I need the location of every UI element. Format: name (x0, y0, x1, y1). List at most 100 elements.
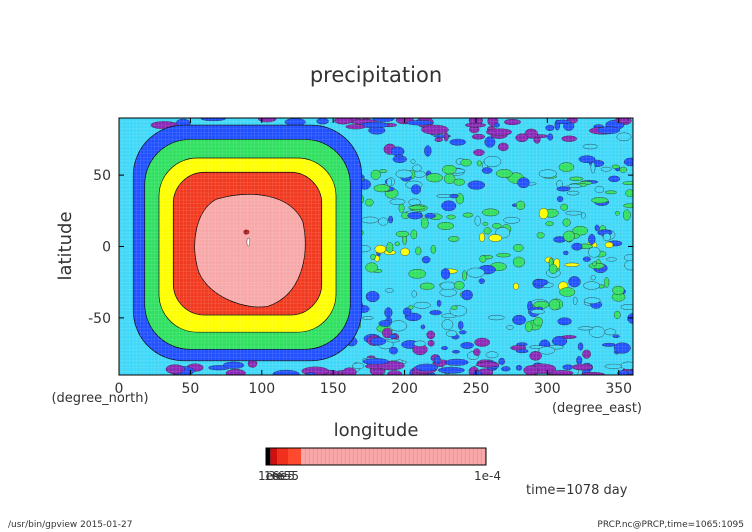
noise-blob (479, 232, 485, 242)
noise-blob (538, 346, 556, 355)
noise-blob (571, 242, 583, 251)
x-tick-label: 150 (320, 381, 347, 397)
noise-blob (483, 227, 492, 235)
polar-blob (476, 361, 500, 368)
polar-blob (362, 358, 390, 365)
noise-blob (389, 346, 399, 355)
noise-blob (622, 181, 633, 186)
noise-blob (583, 281, 601, 290)
colorbar-label-1e-4: 1e-4 (474, 469, 501, 483)
noise-blob (364, 198, 374, 207)
noise-blob (503, 216, 520, 224)
noise-blob (402, 307, 412, 317)
polar-blob (345, 124, 366, 130)
noise-blob (473, 370, 482, 375)
noise-blob (524, 321, 533, 332)
polar-blob (165, 364, 185, 375)
noise-blob (513, 282, 519, 290)
noise-blob (623, 157, 633, 167)
noise-blob (471, 133, 485, 140)
noise-blob (591, 197, 609, 204)
noise-blob (411, 290, 417, 298)
y-tick-label: 50 (93, 168, 111, 184)
region-1e-4 (194, 194, 306, 308)
noise-blob (532, 278, 549, 286)
noise-blob (606, 257, 617, 262)
noise-blob (612, 285, 625, 295)
noise-blob (398, 203, 405, 213)
noise-blob (442, 164, 457, 175)
noise-blob (389, 334, 397, 339)
noise-blob (379, 169, 388, 173)
time-annotation: time=1078 day (526, 483, 628, 498)
noise-blob (424, 145, 432, 157)
noise-blob (602, 233, 611, 242)
noise-blob (483, 155, 502, 168)
y-ticks: 50 0 -50 (88, 168, 633, 327)
noise-blob (452, 350, 460, 354)
noise-blob (378, 217, 389, 226)
y-axis-label: latitude (55, 211, 76, 280)
noise-blob (449, 193, 459, 199)
noise-blob (577, 326, 594, 331)
noise-blob (512, 256, 525, 268)
chart-title: precipitation (310, 63, 442, 87)
noise-blob (513, 244, 524, 252)
noise-blob (488, 234, 503, 242)
noise-blob (545, 124, 555, 131)
noise-blob (481, 167, 493, 174)
noise-blob (426, 330, 436, 340)
noise-blob (453, 281, 465, 290)
noise-blob (497, 142, 509, 152)
noise-blob (370, 169, 381, 180)
noise-blob (623, 203, 633, 209)
x-tick-label: 0 (115, 381, 124, 397)
noise-blob (473, 348, 481, 356)
noise-blob (459, 330, 467, 335)
noise-blob (451, 305, 458, 310)
polar-blob (372, 118, 395, 123)
colorbar-segment (270, 448, 277, 465)
noise-blob (611, 164, 620, 169)
polar-blob (572, 363, 593, 371)
noise-blob (515, 365, 523, 371)
noise-blob (373, 184, 391, 193)
noise-blob (421, 217, 429, 229)
x-tick-label: 100 (248, 381, 275, 397)
noise-blob (449, 138, 467, 146)
noise-blob (568, 276, 581, 288)
colorbar-label-1e-6: 1e-6 (258, 469, 285, 483)
noise-blob (445, 330, 458, 337)
noise-blob (616, 132, 632, 142)
noise-blob (361, 316, 374, 320)
noise-blob (408, 268, 427, 279)
polar-blob (549, 370, 574, 375)
noise-blob (441, 319, 454, 330)
noise-blob (437, 222, 454, 230)
noise-blob (458, 320, 464, 330)
noise-blob (407, 205, 426, 210)
polar-blob (257, 118, 277, 123)
colorbar-label-6e-5: 6e-5 (272, 469, 299, 483)
polar-blob (445, 358, 469, 366)
noise-blob (474, 337, 490, 347)
noise-blob (384, 307, 393, 318)
noise-blob (466, 267, 485, 278)
noise-blob (622, 209, 631, 221)
noise-blob (473, 149, 485, 156)
noise-blob (613, 342, 631, 354)
colorbar-segment (277, 448, 288, 465)
polar-blob (415, 363, 439, 372)
polar-blob (464, 122, 486, 128)
noise-blob (461, 289, 473, 301)
noise-blob (577, 342, 584, 351)
noise-blob (619, 166, 628, 173)
polar-blob (421, 124, 449, 135)
footer-command: /usr/bin/gpview 2015-01-27 (8, 520, 132, 530)
noise-blob (400, 247, 410, 256)
x-tick-label: 200 (391, 381, 418, 397)
noise-blob (460, 158, 472, 167)
noise-blob (484, 136, 496, 148)
noise-blob (594, 224, 600, 232)
